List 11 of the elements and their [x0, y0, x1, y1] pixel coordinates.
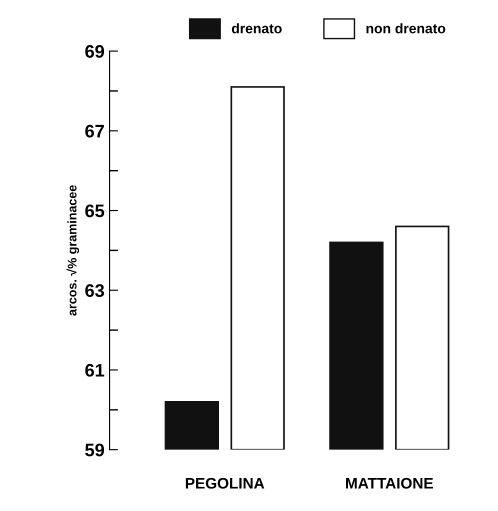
y-tick-label: 67 [85, 124, 104, 138]
y-tick-label: 65 [85, 204, 104, 218]
legend-label: non drenato [366, 23, 446, 34]
y-tick-label: 63 [85, 284, 104, 297]
y-tick-label: 61 [85, 364, 104, 377]
legend-label: drenato [232, 23, 282, 34]
x-tick-label: PEGOLINA [186, 478, 264, 489]
y-tick-label: 69 [85, 45, 104, 58]
y-axis-title: arcos. √% graminacee [66, 185, 80, 316]
x-tick-label: MATTAIONE [346, 478, 433, 489]
y-tick-label: 59 [85, 444, 104, 456]
